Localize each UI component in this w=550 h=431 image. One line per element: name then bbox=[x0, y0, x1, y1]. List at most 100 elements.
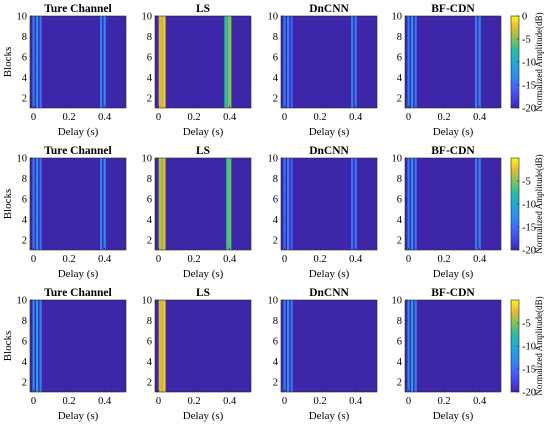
y-axis-label: Blocks bbox=[2, 47, 14, 78]
x-tick-label: 0.4 bbox=[349, 396, 363, 407]
y-tick-label: 2 bbox=[273, 377, 278, 388]
x-tick-label: 0 bbox=[156, 396, 161, 407]
x-tick-label: 0.4 bbox=[349, 254, 363, 265]
x-tick-label: 0.2 bbox=[438, 396, 451, 407]
x-tick-label: 0.2 bbox=[314, 396, 327, 407]
delay-peak bbox=[32, 158, 35, 250]
x-tick-label: 0.2 bbox=[63, 254, 76, 265]
panel-row3-1: Ture Channel 0 0.2 0.4 2 4 6 8 10 Delay (s) Blocks bbox=[2, 287, 127, 422]
y-tick-label: 6 bbox=[22, 52, 27, 63]
panel-title: LS bbox=[196, 3, 210, 15]
panel-title: LS bbox=[196, 287, 210, 299]
heatmap-background bbox=[155, 158, 251, 250]
delay-peak bbox=[36, 158, 39, 250]
y-tick-label: 2 bbox=[397, 377, 402, 388]
delay-peak bbox=[32, 16, 35, 108]
delay-peak bbox=[162, 16, 166, 108]
y-tick-label: 8 bbox=[147, 316, 152, 327]
delay-peak bbox=[407, 300, 410, 392]
y-tick-label: 10 bbox=[392, 296, 403, 307]
y-tick-label: 10 bbox=[142, 154, 153, 165]
x-tick-label: 0 bbox=[406, 112, 411, 123]
y-tick-label: 8 bbox=[22, 174, 27, 185]
panel-title: DnCNN bbox=[309, 145, 349, 157]
y-tick-label: 8 bbox=[397, 174, 402, 185]
heatmap-background bbox=[405, 158, 501, 250]
axes-frame bbox=[404, 15, 502, 109]
delay-peak bbox=[103, 158, 106, 250]
heatmap-background bbox=[155, 300, 251, 392]
delay-peak bbox=[158, 158, 163, 250]
panel-title: BF-CDN bbox=[431, 3, 475, 15]
colorbar-tick-label: -5 bbox=[522, 35, 531, 46]
heatmap-background bbox=[281, 300, 377, 392]
x-tick-label: 0.4 bbox=[223, 112, 237, 123]
y-axis-label: Blocks bbox=[2, 189, 14, 220]
delay-peak bbox=[227, 158, 232, 250]
y-tick-label: 2 bbox=[22, 235, 27, 246]
delay-peak bbox=[478, 158, 481, 250]
x-tick-label: 0.4 bbox=[473, 254, 487, 265]
delay-peak bbox=[414, 300, 417, 392]
y-tick-label: 6 bbox=[22, 194, 27, 205]
panel-title: Ture Channel bbox=[44, 3, 111, 15]
y-tick-label: 2 bbox=[22, 377, 27, 388]
heatmap-background bbox=[30, 300, 126, 392]
y-tick-label: 8 bbox=[22, 316, 27, 327]
colorbar-tick-label: -15 bbox=[522, 81, 536, 92]
delay-peak bbox=[411, 300, 414, 392]
panel-row1-2: LS 0 0.2 0.4 2 4 6 8 10 Delay (s) bbox=[142, 3, 252, 138]
y-tick-label: 10 bbox=[142, 296, 153, 307]
axes-frame bbox=[29, 299, 127, 393]
x-tick-label: 0 bbox=[156, 112, 161, 123]
x-tick-label: 0 bbox=[282, 254, 287, 265]
heatmap-background bbox=[281, 16, 377, 108]
colorbar-tick-label: -20 bbox=[522, 388, 536, 399]
delay-peak bbox=[354, 16, 357, 108]
y-tick-label: 6 bbox=[273, 194, 278, 205]
y-tick-label: 8 bbox=[397, 32, 402, 43]
delay-peak bbox=[162, 158, 166, 250]
x-tick-label: 0.2 bbox=[188, 254, 201, 265]
panel-row2-1: Ture Channel 0 0.2 0.4 2 4 6 8 10 Delay (s) Blocks bbox=[2, 145, 127, 280]
delay-peak bbox=[158, 16, 163, 108]
heatmap-background bbox=[405, 16, 501, 108]
axes-frame bbox=[154, 299, 252, 393]
colorbar-tick-label: -20 bbox=[522, 246, 536, 257]
x-axis-label: Delay (s) bbox=[58, 410, 99, 422]
heatmap-background bbox=[155, 16, 251, 108]
heatmap-background bbox=[281, 158, 377, 250]
delay-peak bbox=[414, 158, 417, 250]
axes-frame bbox=[280, 15, 378, 109]
delay-peak bbox=[290, 16, 293, 108]
delay-peak bbox=[407, 158, 410, 250]
axes-frame bbox=[29, 157, 127, 251]
y-tick-label: 4 bbox=[147, 215, 153, 226]
y-tick-label: 6 bbox=[397, 336, 402, 347]
axes-frame bbox=[280, 299, 378, 393]
y-tick-label: 10 bbox=[268, 154, 279, 165]
x-tick-label: 0.4 bbox=[349, 112, 363, 123]
delay-peak bbox=[290, 158, 293, 250]
x-axis-label: Delay (s) bbox=[183, 410, 224, 422]
x-tick-label: 0.4 bbox=[98, 396, 112, 407]
x-tick-label: 0.2 bbox=[438, 112, 451, 123]
x-axis-label: Delay (s) bbox=[309, 126, 350, 138]
panel-title: Ture Channel bbox=[44, 145, 111, 157]
y-tick-label: 4 bbox=[273, 357, 279, 368]
delay-peak bbox=[290, 300, 293, 392]
y-tick-label: 6 bbox=[147, 52, 152, 63]
delay-peak bbox=[411, 158, 414, 250]
y-tick-label: 2 bbox=[273, 235, 278, 246]
x-tick-label: 0.4 bbox=[223, 396, 237, 407]
delay-peak bbox=[414, 16, 417, 108]
colorbar-tick-label: 0 bbox=[522, 12, 527, 23]
panel-row1-3: DnCNN 0 0.2 0.4 2 4 6 8 10 Delay (s) bbox=[268, 3, 378, 138]
y-tick-label: 10 bbox=[392, 12, 403, 23]
x-tick-label: 0 bbox=[31, 254, 36, 265]
y-tick-label: 6 bbox=[273, 52, 278, 63]
y-tick-label: 8 bbox=[147, 32, 152, 43]
panel-row3-3: DnCNN 0 0.2 0.4 2 4 6 8 10 Delay (s) bbox=[268, 287, 378, 422]
